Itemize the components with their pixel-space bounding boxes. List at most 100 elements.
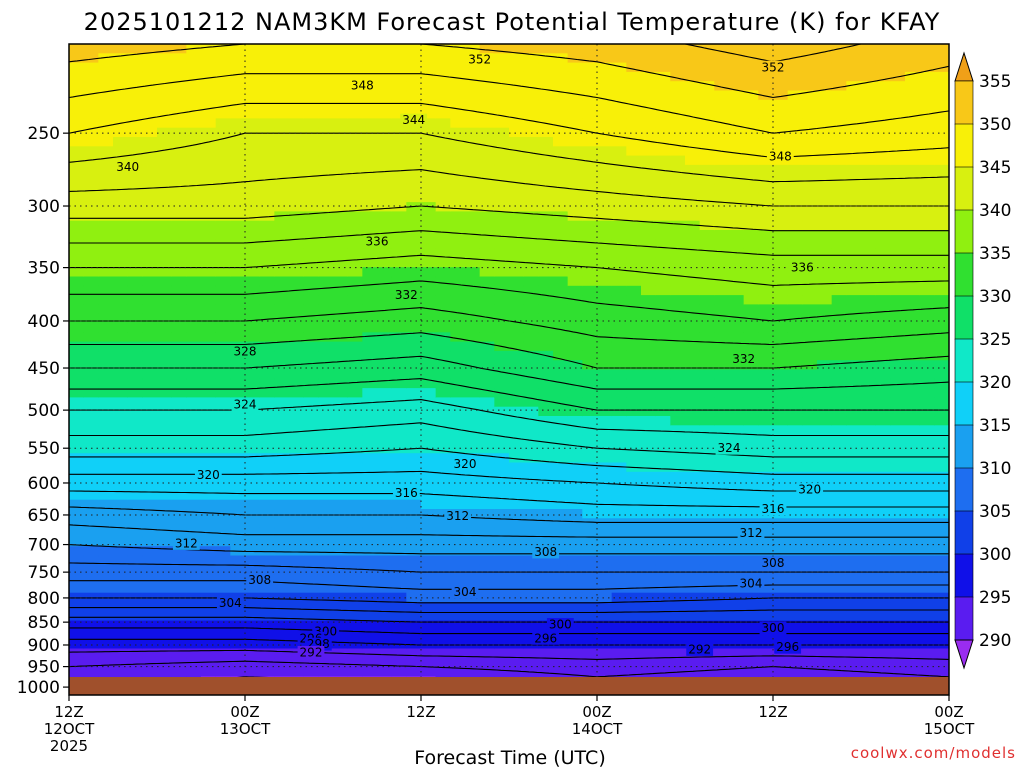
field-cell <box>582 481 598 491</box>
field-cell <box>670 546 686 557</box>
field-cell <box>435 164 451 175</box>
field-cell <box>127 434 143 445</box>
field-cell <box>186 220 202 231</box>
field-cell <box>83 44 99 54</box>
field-cell <box>919 257 935 268</box>
field-cell <box>406 518 422 529</box>
field-cell <box>831 220 847 231</box>
y-tick-label: 850 <box>28 613 60 633</box>
field-cell <box>406 99 422 110</box>
field-cell <box>743 285 759 296</box>
x-tick-label: 00Z <box>582 703 611 721</box>
field-cell <box>523 629 539 640</box>
field-cell <box>98 211 114 222</box>
field-cell <box>699 174 715 185</box>
field-cell <box>773 657 789 668</box>
field-cell <box>274 481 290 491</box>
field-cell <box>450 471 466 482</box>
field-cell <box>831 239 847 250</box>
field-cell <box>465 285 481 296</box>
field-cell <box>699 369 715 380</box>
field-cell <box>538 341 554 352</box>
field-cell <box>157 583 173 594</box>
field-cell <box>553 471 569 482</box>
field-cell <box>494 481 510 491</box>
field-cell <box>743 564 759 575</box>
field-cell <box>362 499 378 510</box>
field-cell <box>69 248 85 259</box>
field-cell <box>685 499 701 510</box>
field-cell <box>729 313 745 324</box>
field-cell <box>69 350 85 361</box>
field-cell <box>142 285 158 296</box>
field-cell <box>817 211 833 222</box>
field-cell <box>171 174 187 185</box>
field-cell <box>391 611 407 622</box>
field-cell <box>670 230 686 240</box>
field-cell <box>421 53 437 64</box>
field-cell <box>875 137 891 147</box>
field-cell <box>494 99 510 110</box>
y-tick-label: 500 <box>28 401 60 421</box>
field-cell <box>83 453 99 464</box>
field-cell <box>626 639 642 650</box>
field-cell <box>729 71 745 82</box>
field-cell <box>98 657 114 668</box>
field-cell <box>641 267 657 278</box>
field-cell <box>743 202 759 212</box>
field-cell <box>435 81 451 92</box>
field-cell <box>142 44 158 54</box>
field-cell <box>127 667 143 677</box>
field-cell <box>685 369 701 380</box>
field-cell <box>670 574 686 584</box>
field-cell <box>113 248 129 259</box>
field-cell <box>626 53 642 64</box>
field-cell <box>303 137 319 147</box>
field-cell <box>758 657 774 668</box>
field-cell <box>127 574 143 584</box>
field-cell <box>391 620 407 631</box>
contour-label: 304 <box>216 596 244 610</box>
field-cell <box>406 267 422 278</box>
field-cell <box>905 146 921 157</box>
field-cell <box>846 332 862 343</box>
field-cell <box>934 239 949 250</box>
field-cell <box>377 648 393 659</box>
field-cell <box>377 536 393 547</box>
field-cell <box>831 53 847 64</box>
field-cell <box>259 629 275 640</box>
field-cell <box>318 248 334 259</box>
field-cell <box>421 323 437 333</box>
field-cell <box>817 62 833 73</box>
field-cell <box>655 53 671 64</box>
field-cell <box>655 164 671 175</box>
field-cell <box>215 62 231 73</box>
field-cell <box>171 434 187 445</box>
field-cell <box>905 416 921 426</box>
field-cell <box>787 285 803 296</box>
field-cell <box>450 202 466 212</box>
field-cell <box>597 583 613 594</box>
field-cell <box>714 183 730 194</box>
field-cell <box>274 546 290 557</box>
field-cell <box>157 471 173 482</box>
field-cell <box>699 53 715 64</box>
field-cell <box>685 360 701 371</box>
field-cell <box>186 443 202 454</box>
field-cell <box>597 220 613 231</box>
field-cell <box>641 434 657 445</box>
field-cell <box>303 239 319 250</box>
field-cell <box>509 332 525 343</box>
field-cell <box>259 183 275 194</box>
field-cell <box>670 629 686 640</box>
field-cell <box>69 555 85 566</box>
field-cell <box>303 81 319 92</box>
field-cell <box>142 276 158 287</box>
field-cell <box>69 434 85 445</box>
field-cell <box>201 230 217 240</box>
field-cell <box>626 611 642 622</box>
field-cell <box>758 146 774 157</box>
field-cell <box>479 499 495 510</box>
field-cell <box>274 602 290 612</box>
field-cell <box>318 416 334 426</box>
